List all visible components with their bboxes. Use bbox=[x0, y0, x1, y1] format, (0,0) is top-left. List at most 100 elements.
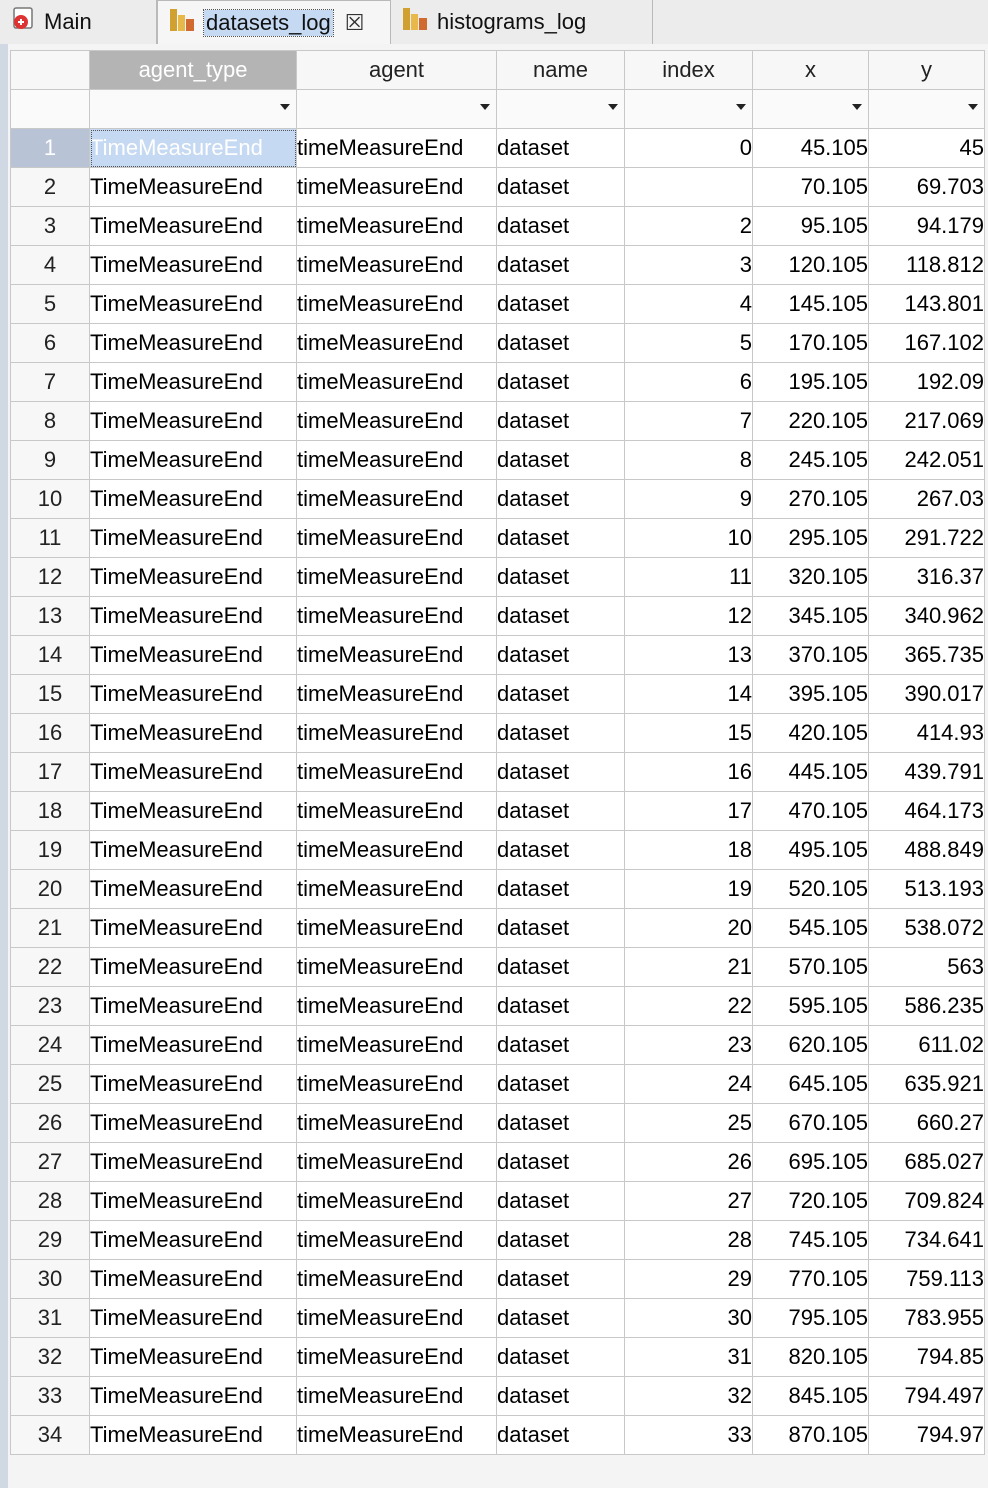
cell-x[interactable]: 470.105 bbox=[752, 791, 869, 831]
cell-y[interactable]: 563 bbox=[868, 947, 985, 987]
cell-name[interactable]: dataset bbox=[496, 635, 625, 675]
row-number[interactable]: 25 bbox=[10, 1064, 90, 1104]
row-number[interactable]: 5 bbox=[10, 284, 90, 324]
cell-x[interactable]: 70.105 bbox=[752, 167, 869, 207]
cell-y[interactable]: 45 bbox=[868, 128, 985, 168]
row-number[interactable]: 28 bbox=[10, 1181, 90, 1221]
cell-agent-type[interactable]: TimeMeasureEnd bbox=[89, 947, 297, 987]
cell-index[interactable]: 10 bbox=[624, 518, 753, 558]
cell-index[interactable]: 9 bbox=[624, 479, 753, 519]
cell-name[interactable]: dataset bbox=[496, 752, 625, 792]
cell-index[interactable]: 33 bbox=[624, 1415, 753, 1455]
cell-agent-type[interactable]: TimeMeasureEnd bbox=[89, 518, 297, 558]
cell-x[interactable]: 645.105 bbox=[752, 1064, 869, 1104]
cell-index[interactable]: 30 bbox=[624, 1298, 753, 1338]
cell-index[interactable]: 26 bbox=[624, 1142, 753, 1182]
cell-x[interactable]: 620.105 bbox=[752, 1025, 869, 1065]
cell-agent-type[interactable]: TimeMeasureEnd bbox=[89, 128, 297, 168]
row-number[interactable]: 1 bbox=[10, 128, 90, 168]
cell-x[interactable]: 595.105 bbox=[752, 986, 869, 1026]
row-number[interactable]: 2 bbox=[10, 167, 90, 207]
cell-agent[interactable]: timeMeasureEnd bbox=[296, 518, 497, 558]
cell-name[interactable]: dataset bbox=[496, 908, 625, 948]
cell-agent-type[interactable]: TimeMeasureEnd bbox=[89, 479, 297, 519]
row-number[interactable]: 29 bbox=[10, 1220, 90, 1260]
cell-agent-type[interactable]: TimeMeasureEnd bbox=[89, 362, 297, 402]
cell-x[interactable]: 545.105 bbox=[752, 908, 869, 948]
cell-agent[interactable]: timeMeasureEnd bbox=[296, 869, 497, 909]
close-icon[interactable]: ☒ bbox=[344, 10, 365, 35]
cell-agent-type[interactable]: TimeMeasureEnd bbox=[89, 635, 297, 675]
cell-y[interactable]: 794.497 bbox=[868, 1376, 985, 1416]
cell-y[interactable]: 217.069 bbox=[868, 401, 985, 441]
row-number[interactable]: 24 bbox=[10, 1025, 90, 1065]
cell-y[interactable]: 709.824 bbox=[868, 1181, 985, 1221]
row-number[interactable]: 19 bbox=[10, 830, 90, 870]
cell-agent-type[interactable]: TimeMeasureEnd bbox=[89, 830, 297, 870]
cell-y[interactable]: 414.93 bbox=[868, 713, 985, 753]
cell-name[interactable]: dataset bbox=[496, 1415, 625, 1455]
cell-agent-type[interactable]: TimeMeasureEnd bbox=[89, 557, 297, 597]
cell-index[interactable] bbox=[624, 167, 753, 207]
cell-agent[interactable]: timeMeasureEnd bbox=[296, 1142, 497, 1182]
row-number[interactable]: 10 bbox=[10, 479, 90, 519]
cell-agent-type[interactable]: TimeMeasureEnd bbox=[89, 1415, 297, 1455]
cell-index[interactable]: 20 bbox=[624, 908, 753, 948]
cell-name[interactable]: dataset bbox=[496, 1259, 625, 1299]
cell-index[interactable]: 32 bbox=[624, 1376, 753, 1416]
cell-index[interactable]: 17 bbox=[624, 791, 753, 831]
cell-x[interactable]: 445.105 bbox=[752, 752, 869, 792]
cell-name[interactable]: dataset bbox=[496, 245, 625, 285]
cell-agent-type[interactable]: TimeMeasureEnd bbox=[89, 284, 297, 324]
cell-agent-type[interactable]: TimeMeasureEnd bbox=[89, 986, 297, 1026]
cell-y[interactable]: 783.955 bbox=[868, 1298, 985, 1338]
cell-agent-type[interactable]: TimeMeasureEnd bbox=[89, 167, 297, 207]
cell-agent-type[interactable]: TimeMeasureEnd bbox=[89, 1337, 297, 1377]
row-number[interactable]: 7 bbox=[10, 362, 90, 402]
cell-name[interactable]: dataset bbox=[496, 1298, 625, 1338]
cell-x[interactable]: 245.105 bbox=[752, 440, 869, 480]
cell-name[interactable]: dataset bbox=[496, 1181, 625, 1221]
cell-index[interactable]: 23 bbox=[624, 1025, 753, 1065]
cell-name[interactable]: dataset bbox=[496, 1064, 625, 1104]
cell-y[interactable]: 192.09 bbox=[868, 362, 985, 402]
cell-y[interactable]: 390.017 bbox=[868, 674, 985, 714]
cell-index[interactable]: 29 bbox=[624, 1259, 753, 1299]
cell-agent[interactable]: timeMeasureEnd bbox=[296, 401, 497, 441]
cell-agent[interactable]: timeMeasureEnd bbox=[296, 1025, 497, 1065]
row-number[interactable]: 18 bbox=[10, 791, 90, 831]
cell-index[interactable]: 13 bbox=[624, 635, 753, 675]
cell-x[interactable]: 395.105 bbox=[752, 674, 869, 714]
cell-x[interactable]: 420.105 bbox=[752, 713, 869, 753]
row-number[interactable]: 21 bbox=[10, 908, 90, 948]
row-number[interactable]: 22 bbox=[10, 947, 90, 987]
cell-y[interactable]: 611.02 bbox=[868, 1025, 985, 1065]
cell-agent-type[interactable]: TimeMeasureEnd bbox=[89, 440, 297, 480]
cell-index[interactable]: 6 bbox=[624, 362, 753, 402]
cell-x[interactable]: 170.105 bbox=[752, 323, 869, 363]
cell-y[interactable]: 635.921 bbox=[868, 1064, 985, 1104]
table-row[interactable]: 20 TimeMeasureEnd timeMeasureEnd dataset 19 5… bbox=[10, 869, 985, 909]
cell-y[interactable]: 365.735 bbox=[868, 635, 985, 675]
cell-name[interactable]: dataset bbox=[496, 557, 625, 597]
cell-x[interactable]: 45.105 bbox=[752, 128, 869, 168]
cell-y[interactable]: 316.37 bbox=[868, 557, 985, 597]
cell-y[interactable]: 538.072 bbox=[868, 908, 985, 948]
row-number[interactable]: 6 bbox=[10, 323, 90, 363]
cell-name[interactable]: dataset bbox=[496, 674, 625, 714]
column-header-index[interactable]: index bbox=[624, 50, 753, 90]
cell-agent[interactable]: timeMeasureEnd bbox=[296, 908, 497, 948]
row-number[interactable]: 11 bbox=[10, 518, 90, 558]
row-number[interactable]: 4 bbox=[10, 245, 90, 285]
cell-x[interactable]: 295.105 bbox=[752, 518, 869, 558]
cell-x[interactable]: 670.105 bbox=[752, 1103, 869, 1143]
cell-agent-type[interactable]: TimeMeasureEnd bbox=[89, 1064, 297, 1104]
cell-agent[interactable]: timeMeasureEnd bbox=[296, 986, 497, 1026]
table-row[interactable]: 30 TimeMeasureEnd timeMeasureEnd dataset 29 7… bbox=[10, 1259, 985, 1299]
table-row[interactable]: 1 TimeMeasureEnd timeMeasureEnd dataset 0 45.… bbox=[10, 128, 985, 168]
cell-agent-type[interactable]: TimeMeasureEnd bbox=[89, 206, 297, 246]
row-number[interactable]: 9 bbox=[10, 440, 90, 480]
cell-name[interactable]: dataset bbox=[496, 1142, 625, 1182]
table-row[interactable]: 24 TimeMeasureEnd timeMeasureEnd dataset 23 6… bbox=[10, 1025, 985, 1065]
cell-x[interactable]: 345.105 bbox=[752, 596, 869, 636]
